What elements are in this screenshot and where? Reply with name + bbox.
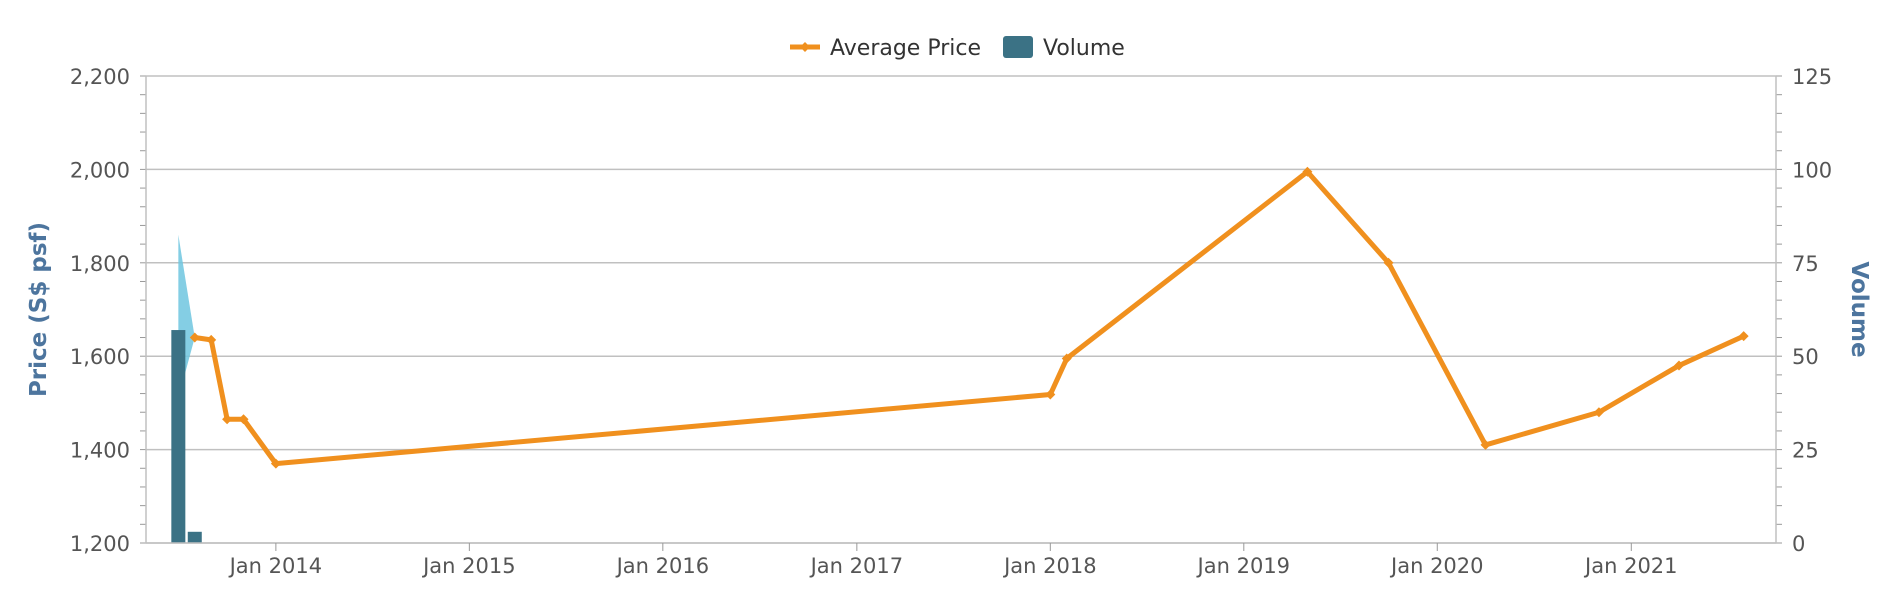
- left-axis-title: Price (S$ psf): [26, 222, 52, 397]
- axes-layer: 1,200 1,400 1,600 1,800 2,000 2,200 0 25 50 75 100…: [26, 65, 1872, 578]
- right-tick-label: 50: [1792, 345, 1819, 369]
- legend-label-volume: Volume: [1043, 36, 1125, 61]
- average-price-point: [238, 414, 249, 425]
- volume-bar: [171, 330, 186, 543]
- average-price-point: [189, 332, 200, 343]
- average-price-point: [1383, 257, 1394, 268]
- average-price-point: [1061, 353, 1072, 364]
- legend: Average Price Volume: [790, 36, 1125, 61]
- left-tick-label: 1,800: [70, 252, 130, 276]
- average-price-point: [222, 414, 233, 425]
- average-price-point: [1302, 166, 1313, 177]
- volume-bars-layer: [171, 330, 202, 543]
- left-tick-label: 2,200: [70, 65, 130, 89]
- left-tick-label: 1,400: [70, 439, 130, 463]
- average-price-line: [192, 169, 1747, 467]
- average-price-point: [206, 334, 217, 345]
- average-price-line-layer: [189, 166, 1749, 469]
- average-price-point: [270, 458, 281, 469]
- x-tick-label: Jan 2018: [1002, 554, 1097, 578]
- volume-bar: [187, 531, 202, 543]
- legend-label-average-price: Average Price: [830, 36, 981, 61]
- x-tick-label: Jan 2017: [809, 554, 904, 578]
- line-diamond-marker: [800, 42, 810, 52]
- left-tick-label: 1,600: [70, 345, 130, 369]
- x-tick-label: Jan 2014: [228, 554, 323, 578]
- average-price-point: [1045, 389, 1056, 400]
- right-tick-label: 75: [1792, 252, 1819, 276]
- right-tick-label: 0: [1792, 532, 1805, 556]
- right-tick-label: 100: [1792, 158, 1832, 182]
- right-tick-label: 125: [1792, 65, 1832, 89]
- right-tick-label: 25: [1792, 439, 1819, 463]
- square-icon: [1003, 36, 1033, 58]
- average-price-point: [1480, 439, 1491, 450]
- x-tick-label: Jan 2015: [421, 554, 516, 578]
- x-tick-label: Jan 2020: [1389, 554, 1484, 578]
- x-tick-label: Jan 2021: [1583, 554, 1678, 578]
- left-tick-label: 2,000: [70, 158, 130, 182]
- right-axis-title: Volume: [1846, 261, 1872, 357]
- left-tick-label: 1,200: [70, 532, 130, 556]
- x-tick-label: Jan 2019: [1196, 554, 1291, 578]
- x-tick-label: Jan 2016: [615, 554, 710, 578]
- average-price-point: [1593, 407, 1604, 418]
- grid-layer: [146, 75, 1776, 544]
- average-price-point: [1738, 331, 1749, 342]
- average-price-point: [1673, 360, 1684, 371]
